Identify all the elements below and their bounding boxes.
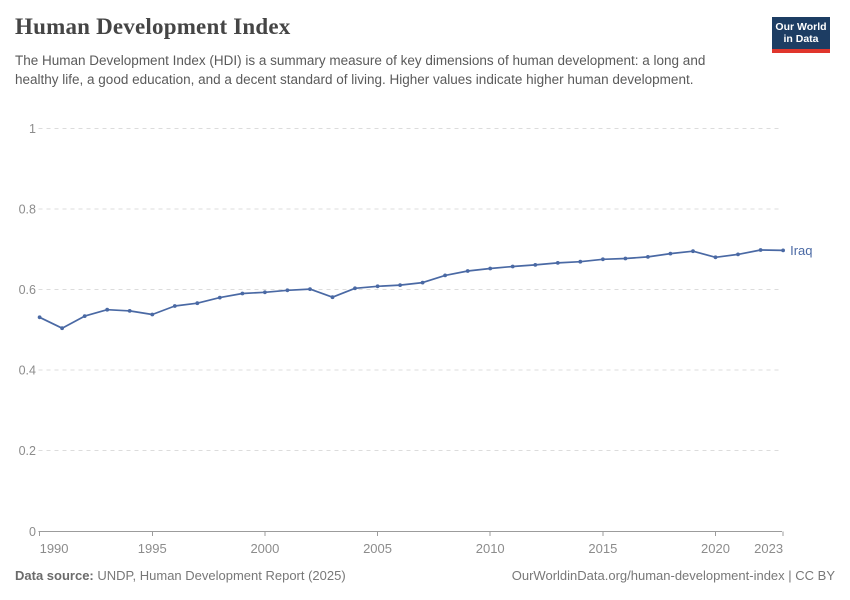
- data-source: Data source: UNDP, Human Development Rep…: [15, 568, 346, 583]
- series-end-label: Iraq: [790, 243, 812, 258]
- data-source-label: Data source:: [15, 568, 94, 583]
- data-line-iraq: [38, 249, 784, 330]
- data-point: [105, 307, 110, 312]
- data-point: [758, 248, 763, 252]
- x-axis-tick-label: 2000: [250, 541, 279, 555]
- data-point: [172, 304, 177, 308]
- data-source-text: UNDP, Human Development Report (2025): [93, 568, 346, 583]
- data-point: [127, 309, 132, 313]
- x-axis-tick-label: 2020: [701, 541, 730, 555]
- data-point: [285, 288, 290, 293]
- x-axis-tick-label: 2015: [588, 541, 617, 555]
- data-point: [398, 283, 402, 287]
- chart-svg: 0 0.2 0.4 0.6 0.8 1 1990 1995 2000 2005 2010 2015 20…: [19, 122, 813, 555]
- data-point: [330, 295, 335, 300]
- data-point: [375, 284, 380, 289]
- data-point: [82, 314, 87, 318]
- data-point: [308, 287, 312, 291]
- data-point: [668, 251, 673, 256]
- owid-logo-line1: Our World: [775, 20, 827, 33]
- y-axis-tick-label: 0.2: [19, 444, 36, 458]
- data-point: [736, 252, 740, 257]
- data-point: [150, 312, 155, 317]
- data-point: [601, 257, 605, 262]
- y-axis-tick-label: 0: [29, 525, 36, 539]
- page-title: Human Development Index: [15, 14, 291, 39]
- data-point: [195, 301, 200, 306]
- y-axis-tick-label: 0.4: [19, 364, 36, 378]
- data-point: [555, 261, 560, 265]
- data-point: [533, 263, 538, 267]
- data-point: [623, 256, 628, 261]
- data-point: [240, 291, 245, 296]
- x-axis-tick-label: 2005: [363, 541, 392, 555]
- owid-logo[interactable]: Our World in Data: [772, 17, 830, 53]
- x-axis-tick-label: 1995: [138, 541, 167, 555]
- data-point: [465, 269, 470, 273]
- y-axis-tick-label: 1: [29, 122, 36, 136]
- chart-subtitle: The Human Development Index (HDI) is a s…: [15, 53, 706, 87]
- data-point: [713, 255, 718, 260]
- data-point: [510, 264, 515, 269]
- footer-url[interactable]: OurWorldinData.org/human-development-ind…: [511, 568, 835, 583]
- x-axis-tick-label: 2023: [754, 541, 783, 555]
- y-axis-tick-label: 0.6: [19, 283, 36, 297]
- data-point: [488, 266, 493, 271]
- data-point: [263, 290, 267, 295]
- x-axis-tick-label: 2010: [476, 541, 505, 555]
- data-point: [420, 280, 425, 285]
- owid-logo-line2: in Data: [783, 33, 819, 45]
- data-point: [691, 249, 695, 254]
- data-point: [781, 248, 785, 253]
- y-axis-tick-label: 0.8: [19, 202, 36, 216]
- data-point: [37, 315, 42, 320]
- data-point: [578, 259, 583, 264]
- data-point: [646, 255, 650, 259]
- data-point: [217, 295, 222, 300]
- data-point: [60, 326, 64, 331]
- data-point: [443, 273, 447, 278]
- data-point: [353, 286, 357, 291]
- x-axis-tick-label: 1990: [40, 541, 69, 555]
